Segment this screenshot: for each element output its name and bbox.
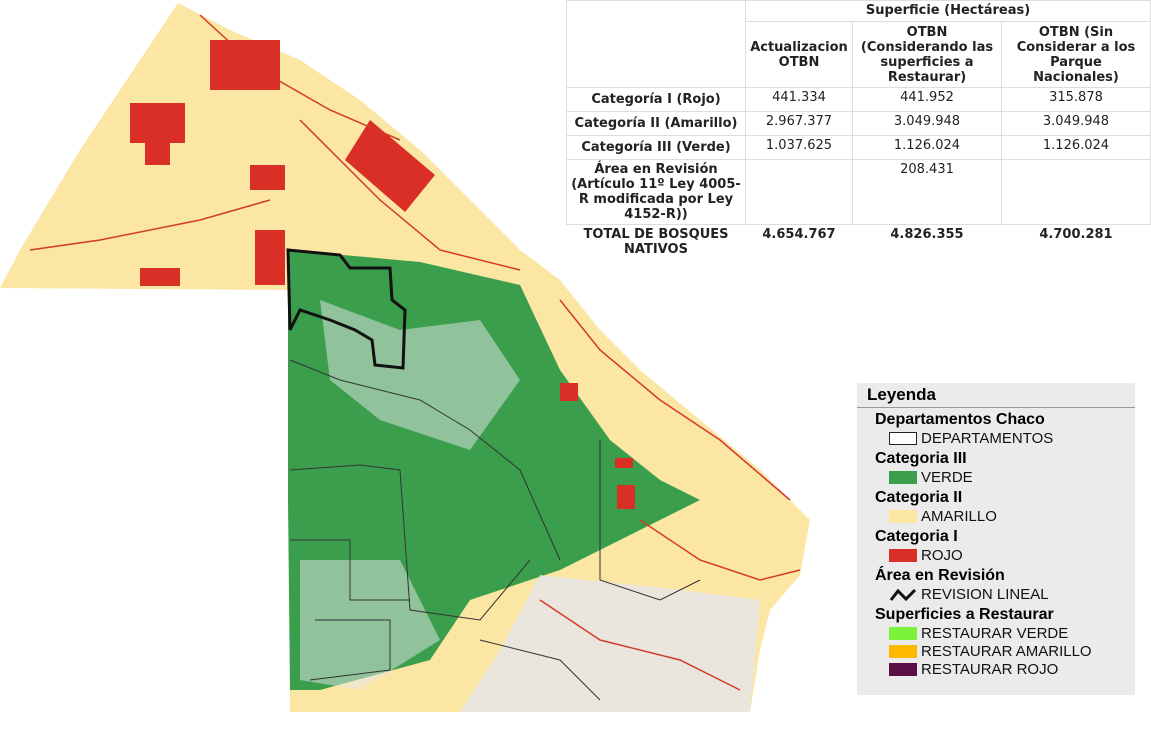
red-line <box>639 519 801 581</box>
surface-table: Superficie (Hectáreas) Actualizacion OTB… <box>566 0 1151 259</box>
legend-label: RESTAURAR ROJO <box>921 661 1059 678</box>
table-row: Área en Revisión (Artículo 11º Ley 4005-… <box>566 159 1151 225</box>
red-block <box>560 383 578 401</box>
cell: 1.126.024 <box>1001 135 1151 160</box>
row-label: Categoría II (Amarillo) <box>566 111 746 136</box>
department-line <box>289 464 531 621</box>
column-header: OTBN (Sin Considerar a los Parque Nacion… <box>1001 21 1151 88</box>
group-header: Superficie (Hectáreas) <box>745 0 1151 22</box>
row-label: TOTAL DE BOSQUES NATIVOS <box>583 227 729 257</box>
legend-group: Superficies a Restaurar <box>875 606 1054 623</box>
department-line <box>289 359 561 561</box>
legend-group: Área en Revisión <box>875 567 1005 584</box>
red-block <box>140 268 180 286</box>
column-header: OTBN (Considerando las superficies a Res… <box>852 21 1002 88</box>
cell: 3.049.948 <box>852 111 1002 136</box>
legend-item: RESTAURAR ROJO <box>889 661 1135 678</box>
cell: 1.126.024 <box>852 135 1002 160</box>
swatch <box>889 663 917 676</box>
cell: 441.952 <box>852 87 1002 112</box>
swatch <box>889 471 917 484</box>
red-line <box>559 299 791 501</box>
row-label: Categoría III (Verde) <box>566 135 746 160</box>
legend-group: Categoria II <box>875 489 963 506</box>
legend-group: Departamentos Chaco <box>875 411 1045 428</box>
cell: 441.334 <box>745 87 853 112</box>
swatch <box>889 627 917 640</box>
cell: 4.700.281 <box>1039 227 1113 242</box>
swatch <box>889 510 917 523</box>
red-line <box>539 599 741 691</box>
red-line <box>199 14 401 141</box>
department-line <box>479 639 601 701</box>
red-block <box>210 40 280 90</box>
table-row: Categoría II (Amarillo) 2.967.377 3.049.… <box>566 111 1151 136</box>
table-row: Superficie (Hectáreas) <box>566 0 1151 88</box>
table-row: Categoría III (Verde) 1.037.625 1.126.02… <box>566 135 1151 160</box>
swatch <box>889 645 917 658</box>
cell: 4.654.767 <box>762 227 836 242</box>
red-line <box>29 199 271 251</box>
red-block <box>615 458 633 468</box>
legend-label: REVISION LINEAL <box>921 586 1049 603</box>
legend-label: DEPARTAMENTOS <box>921 430 1054 447</box>
table-row: Categoría I (Rojo) 441.334 441.952 315.8… <box>566 87 1151 112</box>
legend-item: RESTAURAR AMARILLO <box>889 643 1135 660</box>
swatch <box>889 549 917 562</box>
legend-item: AMARILLO <box>889 508 1135 525</box>
legend-label: RESTAURAR VERDE <box>921 625 1069 642</box>
department-line <box>290 539 410 601</box>
legend-label: AMARILLO <box>921 508 997 525</box>
department-line <box>309 619 391 681</box>
row-label: Área en Revisión (Artículo 11º Ley 4005-… <box>566 159 746 225</box>
legend-group: Categoria III <box>875 450 967 467</box>
red-line <box>299 119 521 271</box>
legend-item: DEPARTAMENTOS <box>889 430 1135 447</box>
cell: 3.049.948 <box>1001 111 1151 136</box>
red-block <box>130 103 185 143</box>
legend-group: Categoria I <box>875 528 958 545</box>
legend-title: Leyenda <box>857 383 1135 408</box>
legend-item: ROJO <box>889 547 1135 564</box>
revision-outline <box>286 248 407 370</box>
cell: 208.431 <box>852 159 1002 225</box>
area-grey <box>300 560 440 690</box>
red-block <box>250 165 285 190</box>
cell <box>1001 159 1151 225</box>
legend: Leyenda Departamentos Chaco DEPARTAMENTO… <box>857 383 1135 695</box>
cell: 1.037.625 <box>745 135 853 160</box>
row-label: Categoría I (Rojo) <box>566 87 746 112</box>
red-areas <box>130 40 635 509</box>
cell <box>745 159 853 225</box>
red-block <box>345 120 435 212</box>
swatch <box>889 588 917 601</box>
department-lines <box>289 359 701 701</box>
red-block <box>145 140 170 165</box>
cell: 315.878 <box>1001 87 1151 112</box>
area-grey <box>460 575 760 712</box>
swatch <box>889 432 917 445</box>
table-row: Actualizacion OTBN OTBN (Considerando la… <box>567 21 1151 88</box>
red-block <box>255 230 285 285</box>
legend-item: VERDE <box>889 469 1135 486</box>
legend-item: RESTAURAR VERDE <box>889 625 1135 642</box>
column-header: Actualizacion OTBN <box>745 21 853 88</box>
legend-label: RESTAURAR AMARILLO <box>921 643 1092 660</box>
legend-item: REVISION LINEAL <box>889 586 1135 603</box>
table-corner <box>566 0 746 88</box>
cell: 2.967.377 <box>745 111 853 136</box>
legend-label: VERDE <box>921 469 973 486</box>
table-row: TOTAL DE BOSQUES NATIVOS 4.654.767 4.826… <box>567 225 1151 260</box>
cell: 4.826.355 <box>890 227 964 242</box>
department-line <box>599 440 701 601</box>
legend-label: ROJO <box>921 547 963 564</box>
red-lines <box>29 14 801 691</box>
red-block <box>617 485 635 509</box>
